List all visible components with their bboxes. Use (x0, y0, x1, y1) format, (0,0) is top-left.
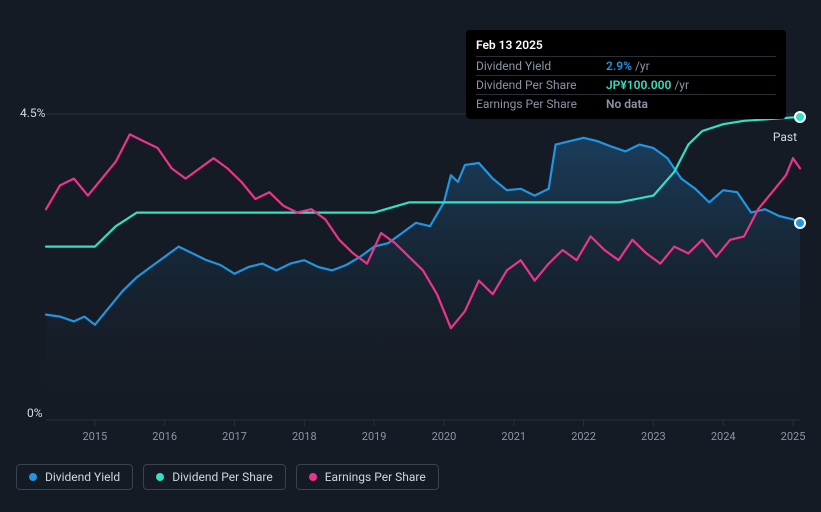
tooltip-row-label: Earnings Per Share (476, 97, 606, 111)
y-axis-max-label: 4.5% (20, 106, 45, 120)
x-tick-label: 2022 (571, 430, 596, 443)
x-tick-label: 2024 (711, 430, 736, 443)
legend-earnings-per-share[interactable]: Earnings Per Share (296, 464, 439, 490)
series-end-marker (794, 217, 806, 229)
tooltip-date: Feb 13 2025 (476, 36, 776, 56)
legend-dividend-yield[interactable]: Dividend Yield (16, 464, 133, 490)
tooltip-row-unit: /yr (635, 59, 650, 73)
x-tick-label: 2025 (781, 430, 806, 443)
tooltip-row: Dividend Yield2.9%/yr (476, 56, 776, 75)
series-end-marker (794, 111, 806, 123)
x-tick-label: 2015 (82, 430, 107, 443)
legend-label: Dividend Yield (45, 470, 120, 484)
chart-legend: Dividend Yield Dividend Per Share Earnin… (16, 464, 439, 490)
x-tick-label: 2019 (362, 430, 387, 443)
legend-dot-icon (29, 473, 37, 481)
tooltip-row-value: JP¥100.000 (606, 78, 671, 92)
tooltip-row: Dividend Per ShareJP¥100.000/yr (476, 75, 776, 94)
legend-label: Earnings Per Share (325, 470, 426, 484)
past-label: Past (773, 130, 797, 144)
x-tick-label: 2020 (432, 430, 457, 443)
tooltip-row-value: No data (606, 97, 648, 111)
tooltip-row-value: 2.9% (606, 59, 632, 73)
x-tick-label: 2018 (292, 430, 317, 443)
tooltip-row: Earnings Per ShareNo data (476, 94, 776, 113)
x-tick-label: 2017 (222, 430, 247, 443)
tooltip-row-unit: /yr (674, 78, 689, 92)
tooltip-row-label: Dividend Yield (476, 59, 606, 73)
chart-tooltip: Feb 13 2025 Dividend Yield2.9%/yrDividen… (466, 30, 786, 119)
legend-dot-icon (156, 473, 164, 481)
legend-label: Dividend Per Share (172, 470, 273, 484)
x-tick-label: 2016 (152, 430, 177, 443)
legend-dividend-per-share[interactable]: Dividend Per Share (143, 464, 286, 490)
x-tick-label: 2021 (501, 430, 526, 443)
y-axis-min-label: 0% (27, 406, 43, 420)
x-tick-label: 2023 (641, 430, 666, 443)
legend-dot-icon (309, 473, 317, 481)
dividend-chart: 4.5% 0% Past 2015 2016 2017 2018 2019 2020 202… (0, 0, 821, 508)
tooltip-row-label: Dividend Per Share (476, 78, 606, 92)
